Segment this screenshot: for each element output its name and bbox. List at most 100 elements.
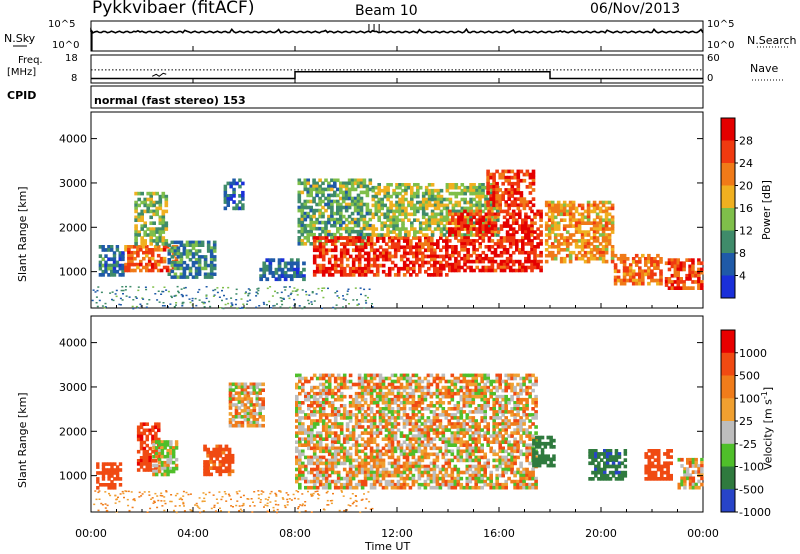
power-cell — [330, 248, 335, 253]
power-cell — [659, 275, 663, 280]
power-cell — [495, 181, 499, 186]
vel-cell — [104, 468, 108, 472]
power-cell — [595, 206, 600, 211]
vel-cell — [139, 443, 144, 448]
power-cell — [339, 251, 344, 256]
vel-cell — [348, 479, 353, 484]
power-cell — [371, 197, 376, 202]
power-cell — [156, 259, 161, 264]
power-cell — [362, 202, 367, 207]
power-cell — [472, 242, 476, 246]
vel-cell — [157, 422, 161, 426]
vel-cell — [474, 410, 478, 414]
power-noise — [115, 289, 118, 292]
power-cell — [112, 251, 117, 255]
vel-cell — [378, 422, 383, 426]
vel-cell — [360, 407, 365, 411]
power-cell — [472, 248, 476, 252]
vel-cell — [345, 434, 350, 438]
power-cell — [513, 197, 518, 201]
power-cell — [133, 262, 137, 267]
power-cell — [469, 239, 473, 243]
power-cell — [365, 187, 370, 192]
vel-cell — [237, 400, 242, 404]
vel-cell — [393, 464, 398, 469]
power-cell — [481, 209, 485, 214]
power-cell — [527, 236, 531, 240]
power-cell — [673, 264, 678, 269]
power-cell — [454, 265, 458, 270]
power-noise — [258, 305, 261, 307]
power-cell — [387, 269, 392, 274]
vel-cell — [145, 422, 149, 426]
vel-cell — [230, 453, 235, 458]
vel-cell — [444, 473, 449, 478]
power-cell — [667, 267, 672, 272]
vel-cell — [324, 458, 329, 463]
power-cell — [448, 185, 453, 190]
vel-cell — [336, 407, 341, 411]
vel-cell — [136, 462, 141, 466]
power-noise — [359, 287, 362, 289]
vel-cell — [456, 416, 461, 420]
power-cell — [330, 187, 334, 192]
vel-cell — [312, 476, 317, 481]
power-cell — [401, 194, 405, 199]
vel-cell — [357, 422, 362, 426]
vel-cell — [456, 434, 461, 438]
vel-cell — [212, 447, 217, 452]
vel-cell — [453, 416, 458, 420]
power-cell — [556, 227, 561, 231]
vel-cell — [258, 403, 262, 407]
vel-cell — [477, 422, 481, 426]
power-cell — [386, 230, 390, 234]
power-cell — [179, 243, 184, 247]
power-cell — [574, 218, 579, 222]
power-cell — [498, 197, 502, 201]
power-cell — [586, 212, 591, 217]
vel-cell — [438, 437, 443, 441]
vel-cell — [174, 443, 179, 447]
power-cell — [203, 263, 208, 268]
vel-cell — [390, 388, 395, 393]
power-cell — [457, 230, 461, 234]
power-noise — [202, 302, 205, 305]
power-cell — [493, 212, 498, 217]
power-cell — [339, 181, 343, 186]
power-cell — [454, 212, 458, 217]
vel-cell — [438, 431, 443, 435]
vel-cell — [255, 400, 260, 404]
power-cell — [610, 221, 615, 225]
vel-cell — [387, 443, 392, 447]
vel-cell — [411, 394, 416, 399]
power-cell — [489, 194, 493, 198]
vel-cell — [157, 440, 162, 444]
power-cell — [118, 257, 122, 262]
power-cell — [498, 188, 502, 192]
vel-cell — [459, 485, 464, 490]
vel-cell — [390, 473, 395, 478]
vel-cell — [414, 440, 419, 444]
vel-cell — [304, 376, 308, 381]
power-cell — [487, 206, 491, 211]
vel-cell — [477, 455, 481, 460]
power-cell — [134, 236, 138, 240]
power-cell — [451, 250, 455, 255]
vel-cell — [363, 431, 368, 435]
power-cell — [121, 251, 125, 255]
vel-cell — [459, 470, 464, 475]
vel-cell — [411, 464, 416, 469]
vel-cell — [372, 440, 377, 444]
vel-cell — [405, 437, 410, 441]
power-cell — [303, 187, 308, 192]
vel-cell — [432, 443, 437, 447]
vel-cell — [441, 376, 446, 381]
power-noise — [157, 290, 160, 292]
vel-cell — [304, 464, 308, 469]
power-noise — [276, 303, 278, 305]
power-cell — [433, 188, 438, 193]
power-cell — [583, 242, 588, 246]
vel-cell — [417, 376, 422, 381]
power-cell — [448, 245, 452, 249]
power-cell — [533, 230, 537, 234]
